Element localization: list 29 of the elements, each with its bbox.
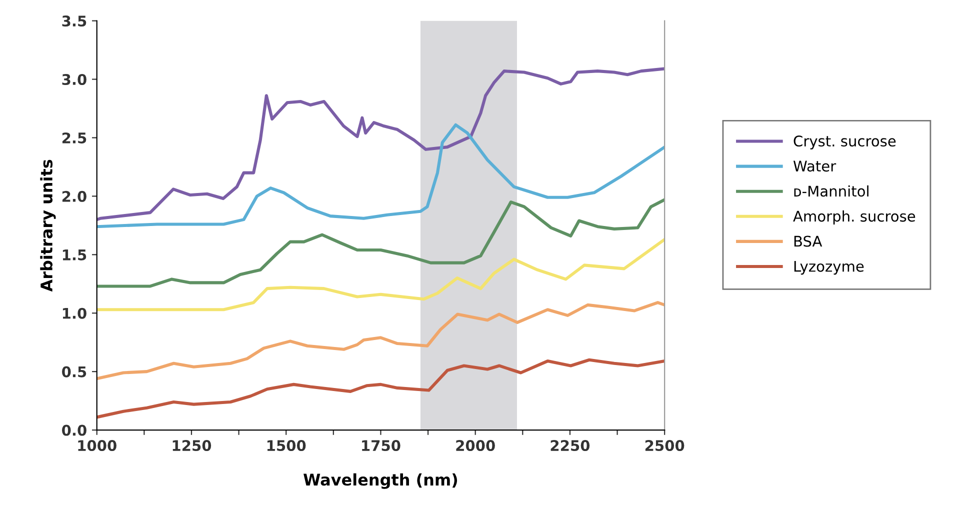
legend-label: Amorph. sucrose xyxy=(793,210,916,225)
line-series xyxy=(96,67,665,222)
y-tick-label: 1.5 xyxy=(62,250,86,260)
x-tick-label: 1000 xyxy=(78,440,116,452)
legend-label: Cryst. sucrose xyxy=(794,136,896,150)
line-series xyxy=(96,123,665,228)
line-series xyxy=(96,238,665,312)
y-axis-title: Arbitrary units xyxy=(40,160,56,292)
line-series xyxy=(96,301,665,380)
y-tick-label: 0.0 xyxy=(62,424,86,436)
y-tick-label: 0.5 xyxy=(62,366,86,378)
legend-label: BSA xyxy=(794,236,822,247)
line-series xyxy=(96,198,665,288)
x-tick-label: 1250 xyxy=(172,440,212,452)
x-tick-label: 2250 xyxy=(550,440,590,452)
y-tick-label: 1.0 xyxy=(62,308,86,319)
y-tick-label: 2.5 xyxy=(62,132,86,144)
x-tick-label: 1750 xyxy=(362,440,400,452)
x-tick-label: 2000 xyxy=(456,440,495,452)
y-tick-label: 3.5 xyxy=(62,16,86,27)
y-tick-label: 2.0 xyxy=(62,190,86,202)
x-axis-title: Wavelength (nm) xyxy=(304,473,458,489)
legend-label: Water xyxy=(793,160,836,172)
x-tick-label: 2500 xyxy=(645,440,684,452)
legend-label: Lyzozyme xyxy=(794,260,864,275)
x-tick-label: 1500 xyxy=(267,440,306,452)
y-tick-label: 3.0 xyxy=(62,74,86,86)
legend-label: ᴅ-Mannitol xyxy=(794,185,868,197)
line-series xyxy=(96,358,665,419)
